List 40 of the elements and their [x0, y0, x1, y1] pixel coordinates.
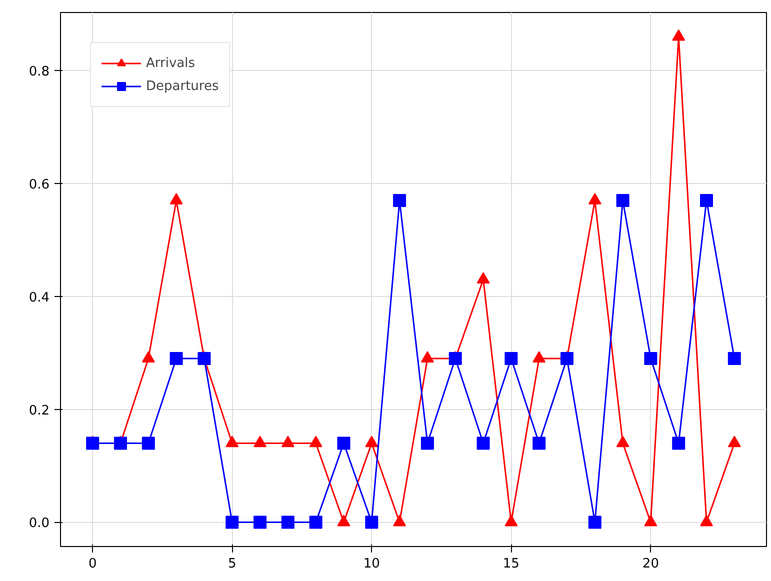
point [560, 352, 574, 366]
x-tick-label: 15 [502, 556, 520, 572]
y-tick-label: 0.0 [28, 516, 50, 532]
legend-label: Arrivals [146, 56, 196, 70]
point [420, 436, 434, 450]
point [309, 516, 322, 529]
y-tick-label: 0.6 [28, 178, 50, 193]
legend-label: Departures [146, 78, 219, 94]
point [86, 436, 100, 450]
point [337, 436, 350, 450]
point [226, 516, 239, 529]
x-tick-label: 20 [642, 556, 659, 572]
point [504, 352, 518, 366]
point [728, 352, 741, 366]
point [281, 516, 294, 529]
point [672, 29, 686, 41]
point [476, 436, 490, 450]
point [448, 352, 462, 366]
point [142, 436, 155, 450]
point [476, 272, 490, 284]
point [170, 193, 183, 204]
point [254, 516, 267, 529]
x-tick-label: 10 [363, 556, 380, 572]
point [644, 352, 658, 366]
y-tick-label: 0.4 [28, 290, 50, 306]
x-tick-label: 5 [228, 556, 236, 572]
point [616, 194, 630, 207]
point [700, 194, 714, 207]
point [588, 516, 602, 529]
point [365, 516, 378, 529]
point [588, 193, 602, 204]
point [532, 436, 546, 450]
point [198, 352, 211, 366]
point [393, 194, 406, 207]
point [170, 352, 183, 366]
y-tick-label: 0.2 [28, 403, 50, 418]
y-tick-label: 0.8 [28, 64, 50, 80]
x-tick-label: 0 [88, 556, 97, 572]
point [114, 436, 127, 450]
point [672, 436, 686, 450]
